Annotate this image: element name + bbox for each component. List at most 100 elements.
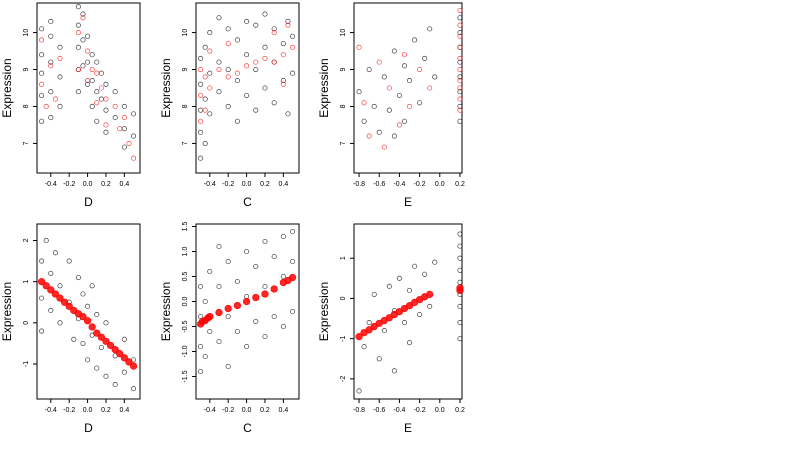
panel-1-series-2-point-1 (39, 37, 45, 43)
panel-4-series-1-point-27 (112, 382, 118, 388)
panel-5-x-tick-label-2: -0.2 (222, 407, 234, 414)
panel-6-frame (353, 223, 463, 400)
panel-4-series-2-point-13 (93, 329, 101, 337)
panel-6-x-tick-label-6: 0.2 (455, 407, 465, 414)
panel-2-series-1-point-20 (234, 37, 240, 43)
panel-3-series-1-point-1 (356, 89, 362, 95)
panel-1-x-axis-title: D (84, 195, 93, 209)
panel-5-y-axis-title: Expression (159, 282, 173, 341)
panel-4-series-1-point-5 (48, 270, 54, 276)
panel-4-series-1-point-10 (66, 258, 72, 264)
panel-3-series-1-point-20 (457, 103, 463, 110)
panel-4-series-2-point-20 (125, 358, 133, 366)
panel-4-y-axis-title: Expression (0, 282, 14, 341)
panel-4-y-tick-label-3: 1 (23, 280, 30, 284)
panel-1-series-1-point-12 (57, 74, 63, 80)
panel-1-x-tick-label-3: 0.0 (83, 181, 93, 188)
panel-1-series-2-point-9 (80, 15, 86, 21)
panel-4-series-2-point-12 (88, 323, 96, 331)
panel-2-series-1-point-9 (207, 111, 213, 117)
panel-4-x-axis-title: D (84, 421, 93, 435)
panel-3-frame (353, 2, 463, 174)
panel-2-series-2-point-9 (225, 74, 231, 80)
panel-2-series-1-point-2 (198, 129, 204, 135)
panel-1-series-1-point-7 (48, 59, 54, 65)
panel-6-series-1-point-20 (457, 320, 463, 326)
panel-1-series-1-point-24 (85, 81, 91, 87)
panel-6-y-tick-label-3: 0 (340, 296, 347, 300)
panel-3-series-1-point-19 (457, 118, 463, 124)
panel-5-series-2-point-11 (261, 290, 269, 298)
panel-2-series-2-point-20 (290, 44, 296, 50)
panel-3-series-1-point-23 (457, 59, 463, 65)
panel-6-y-tick-label-1: -2 (340, 376, 347, 382)
panel-6-x-tick-label-2: -0.6 (373, 407, 385, 414)
panel-4: -0.4 -0.2 0.0 0.2 0.4 -1 0 1 2 D Expression (0, 223, 141, 435)
panel-3-series-1-point-9 (391, 133, 397, 139)
panel-6-series-1-point-26 (457, 243, 463, 249)
panel-2-series-1-point-22 (244, 52, 250, 58)
panel-5-series-2-point-7 (224, 304, 232, 313)
panel-2-series-2-point-18 (280, 81, 286, 87)
panel-3-x-tick-label-6: 0.2 (455, 181, 465, 188)
panel-5-series-1-point-25 (271, 313, 277, 320)
panel-1-y-tick-label-3: 9 (23, 67, 30, 71)
panel-1-series-1-point-26 (89, 78, 95, 84)
panel-1-y-axis-title: Expression (0, 58, 14, 117)
panel-4-series-2-point-7 (65, 302, 73, 311)
panel-2-series-2-point-11 (234, 70, 240, 76)
panel-1-series-1-point-32 (98, 96, 104, 102)
panel-6-series-2-point-17 (456, 284, 464, 292)
panel-3-series-1-point-10 (396, 92, 402, 98)
panel-3-series-1-point-4 (371, 103, 377, 110)
panel-2-series-1-point-32 (271, 26, 277, 32)
panel-3-series-2-point-17 (457, 55, 463, 61)
panel-2-x-tick-label-5: 0.4 (278, 181, 288, 188)
panel-6-series-1-point-17 (427, 303, 433, 310)
panel-5-series-1-point-10 (216, 283, 222, 290)
panel-2-series-1-point-25 (253, 66, 259, 73)
panel-1-series-1-point-16 (75, 44, 81, 50)
panel-2-series-2-point-19 (285, 22, 291, 28)
panel-2-y-tick-label-4: 10 (182, 29, 189, 37)
panel-2-series-1-point-30 (271, 100, 277, 106)
panel-2-series-1-point-37 (290, 70, 296, 76)
panel-2-y-tick-label-2: 8 (182, 104, 189, 108)
panel-4-series-1-point-25 (103, 373, 109, 379)
panel-4-series-1-point-31 (131, 386, 137, 392)
panel-1-series-2-point-7 (75, 30, 81, 36)
panel-4-y-tick-label-4: 2 (23, 238, 30, 242)
panel-5-x-tick-label-1: -0.4 (204, 407, 216, 414)
panel-2-series-1-point-19 (234, 78, 240, 84)
panel-6-series-1-point-7 (386, 283, 392, 289)
panel-1-series-1-point-19 (80, 11, 86, 17)
panel-1-series-2-point-6 (57, 55, 63, 61)
panel-2-series-2-point-16 (271, 30, 277, 36)
panel-5-series-1-point-29 (280, 233, 286, 240)
panel-4-x-tick-label-4: 0.2 (101, 407, 111, 414)
panel-4-series-1-point-16 (80, 340, 86, 346)
panel-1-series-1-point-8 (48, 89, 54, 95)
panel-6-series-1-point-5 (376, 356, 382, 362)
panel-5-series-1-point-13 (225, 313, 231, 320)
panel-1-series-1-point-15 (75, 22, 81, 28)
panel-2-x-tick-label-1: -0.4 (204, 181, 216, 188)
panel-2-series-1-point-3 (198, 107, 204, 113)
panel-4-series-1-point-22 (94, 365, 100, 371)
panel-3-series-1-point-15 (417, 100, 423, 106)
panel-3-x-tick-label-5: 0.0 (435, 181, 445, 188)
panel-1-series-2-point-20 (121, 115, 127, 121)
panel-2-y-tick-label-1: 7 (182, 141, 189, 145)
panel-1-series-1-point-39 (121, 126, 127, 132)
panel-2-series-1-point-17 (225, 26, 231, 32)
panel-5-y-tick-label-3: -0.5 (182, 320, 189, 332)
panel-5-x-tick-label-5: 0.4 (278, 407, 288, 414)
panel-1-series-1-point-20 (80, 37, 86, 43)
panel-4-frame (36, 223, 141, 400)
panel-5-series-2-point-6 (215, 308, 223, 317)
panel-6-x-axis-title: E (404, 421, 412, 435)
panel-4-x-tick-label-5: 0.4 (119, 407, 129, 414)
panel-4-series-2-point-14 (97, 333, 106, 341)
panel-3-x-axis-title: E (404, 195, 412, 209)
panel-6-series-1-point-11 (401, 320, 408, 326)
